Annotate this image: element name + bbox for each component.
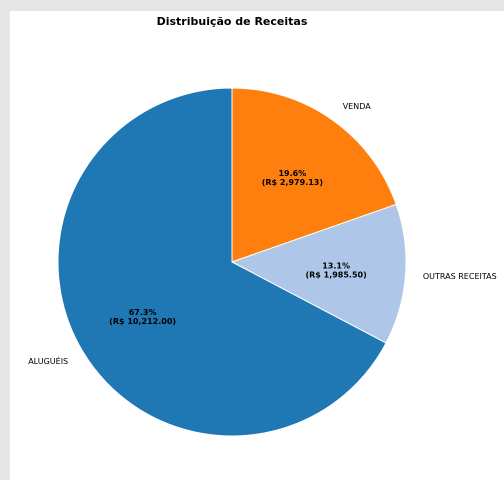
slice-amount-alugueis: (R$ 10,212.00) xyxy=(109,317,176,326)
pie-slice-outras-receitas xyxy=(230,203,407,344)
slice-label-venda: VENDA xyxy=(343,102,372,111)
slice-label-alugueis: ALUGUÉIS xyxy=(28,355,68,366)
slice-amount-venda: (R$ 2,979.13) xyxy=(262,178,323,187)
slice-amount-outras-receitas: (R$ 1,985.50) xyxy=(305,271,366,280)
slice-percent-alugueis: 67.3% xyxy=(129,308,157,317)
pie-slices xyxy=(57,87,407,437)
slice-label-outras-receitas: OUTRAS RECEITAS xyxy=(423,272,497,281)
slice-percent-outras-receitas: 13.1% xyxy=(322,262,350,271)
chart-title: Distribuição de Receitas xyxy=(157,15,308,28)
slice-percent-venda: 19.6% xyxy=(278,169,306,178)
pie-labels: VENDA 19.6%(R$ 2,979.13) OUTRAS RECEITAS 13… xyxy=(28,102,496,366)
pie-slice-alugueis xyxy=(57,87,387,437)
